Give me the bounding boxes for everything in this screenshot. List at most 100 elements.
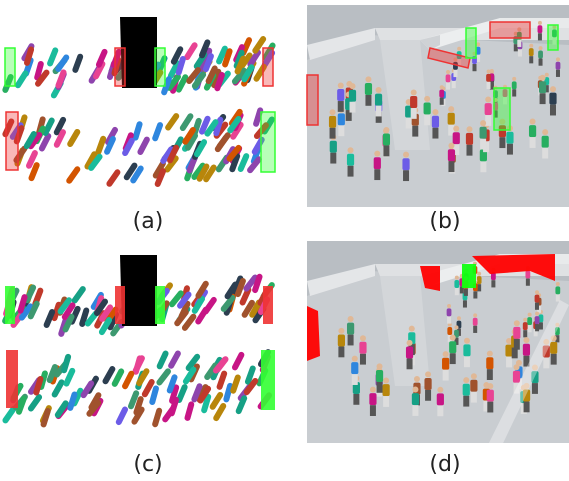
person-legs <box>499 137 505 148</box>
person-head <box>457 47 461 51</box>
person-body <box>487 390 494 402</box>
person-body <box>448 149 455 161</box>
person-head <box>556 57 560 61</box>
person-legs <box>517 40 521 47</box>
person-legs <box>463 300 467 307</box>
person-head <box>487 69 491 73</box>
person-body <box>525 271 530 279</box>
person-legs <box>450 353 456 364</box>
person-legs <box>365 95 371 106</box>
person-head <box>360 335 366 341</box>
person-legs <box>338 125 344 136</box>
person-head <box>437 387 443 393</box>
person-legs <box>543 358 549 369</box>
person-body <box>535 295 540 303</box>
person-legs <box>403 170 409 181</box>
person-head <box>556 282 560 286</box>
person-legs <box>370 405 376 416</box>
person-head <box>448 106 454 112</box>
person-body <box>412 393 419 405</box>
person-head <box>453 126 459 132</box>
person-legs <box>440 98 444 105</box>
person-head <box>424 96 430 102</box>
person-legs <box>532 383 538 394</box>
person-head <box>463 377 469 383</box>
person-head <box>446 70 450 74</box>
person-body <box>330 141 337 153</box>
person-head <box>352 356 358 362</box>
person-body <box>523 322 528 330</box>
person-head <box>471 373 477 379</box>
person-legs <box>535 324 539 331</box>
person-body <box>486 74 491 82</box>
person-body <box>538 25 543 33</box>
person-legs <box>480 139 486 150</box>
person-legs <box>412 405 418 416</box>
person-head <box>523 337 529 343</box>
person-head <box>407 340 413 346</box>
person-body <box>477 276 482 284</box>
person-head <box>477 272 481 276</box>
person-head <box>383 378 389 384</box>
highlight <box>5 286 15 324</box>
highlight <box>307 75 318 125</box>
person-legs <box>448 161 454 172</box>
person-legs <box>485 115 491 126</box>
person-legs <box>443 370 449 381</box>
person-body <box>485 103 492 115</box>
person-head <box>448 143 454 149</box>
person-body <box>529 125 536 137</box>
person-body <box>486 357 493 369</box>
person-legs <box>526 279 530 286</box>
person-body <box>446 74 451 82</box>
floor <box>307 271 569 443</box>
highlight <box>494 88 510 130</box>
person-body <box>506 132 513 144</box>
person-legs <box>350 102 356 113</box>
person-head <box>473 313 477 317</box>
person-body <box>447 308 452 316</box>
caption: (a) <box>133 209 164 234</box>
person-head <box>542 129 548 135</box>
person-body <box>374 157 381 169</box>
person-body <box>555 286 560 294</box>
highlight <box>466 28 476 58</box>
person-legs <box>507 144 513 155</box>
person-body <box>376 370 383 382</box>
person-legs <box>512 89 516 96</box>
highlight <box>263 48 273 86</box>
person-body <box>437 393 444 405</box>
person-head <box>425 371 431 377</box>
person-head <box>443 351 449 357</box>
person-body <box>470 380 477 392</box>
person-legs <box>453 70 457 77</box>
person-legs <box>432 128 438 139</box>
person-body <box>513 371 520 383</box>
highlight <box>5 48 15 86</box>
person-head <box>450 335 456 341</box>
person-legs <box>539 59 543 66</box>
person-head <box>414 376 420 382</box>
person-body <box>337 89 344 101</box>
person-legs <box>411 108 417 119</box>
caption: (c) <box>133 452 162 477</box>
person-legs <box>447 316 451 323</box>
highlight <box>155 48 165 86</box>
person-legs <box>524 402 530 413</box>
person-body <box>410 96 417 108</box>
person-legs <box>514 44 518 51</box>
person-body <box>432 116 439 128</box>
person-head <box>432 109 438 115</box>
person-body <box>448 113 455 125</box>
person-body <box>529 48 534 56</box>
person-legs <box>374 169 380 180</box>
person-head <box>487 351 493 357</box>
person-legs <box>330 128 336 139</box>
person-head <box>523 318 527 322</box>
person-head <box>535 312 539 316</box>
person-legs <box>437 405 443 416</box>
person-body <box>454 280 459 288</box>
person-legs <box>352 374 358 385</box>
person-head <box>466 126 472 132</box>
person-legs <box>523 330 527 337</box>
